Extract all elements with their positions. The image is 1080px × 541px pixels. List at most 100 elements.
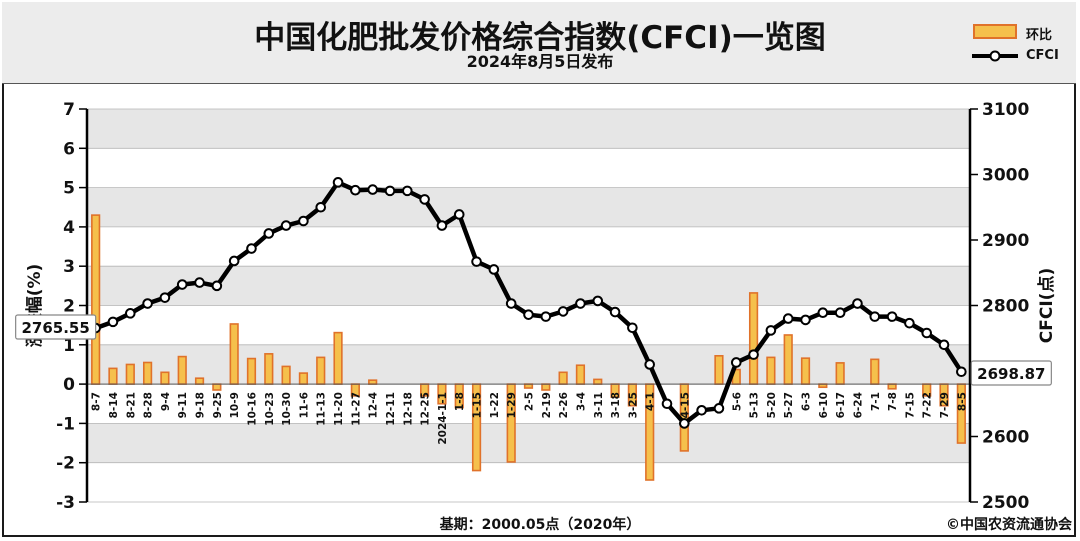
legend-line-swatch xyxy=(972,50,1018,62)
cfci-point-2024-1-1 xyxy=(436,220,448,231)
left-tick-label: 6 xyxy=(63,139,75,159)
legend-item-bar: 环比 xyxy=(968,22,1072,43)
bar-7-1 xyxy=(870,358,880,385)
right-axis-title: CFCI(点) xyxy=(1036,268,1057,343)
cfci-point-11-27 xyxy=(350,184,361,196)
x-tick-label-11-27: 11-27 xyxy=(350,392,362,426)
cfci-point-6-3 xyxy=(800,314,811,326)
x-tick-label-10-30: 10-30 xyxy=(281,392,293,426)
grid-band xyxy=(87,187,970,227)
cfci-point-1-29 xyxy=(505,298,517,309)
bar-5-13 xyxy=(748,292,759,385)
cfci-point-4-1 xyxy=(644,359,655,370)
cfci-point-9-25 xyxy=(211,280,223,292)
bar-8-21 xyxy=(125,363,135,385)
cfci-point-12-11 xyxy=(384,185,396,197)
base-period-note: 基期：2000.05点（2020年） xyxy=(439,517,641,533)
cfci-point-10-9 xyxy=(228,255,240,267)
left-tick-label: 7 xyxy=(63,100,75,120)
x-tick-label-6-17: 6-17 xyxy=(835,392,847,418)
x-tick-label-9-11: 9-11 xyxy=(177,392,189,418)
cfci-point-2-26 xyxy=(557,306,569,317)
x-tick-label-6-3: 6-3 xyxy=(801,392,813,411)
cfci-point-5-20 xyxy=(765,325,777,336)
bar-9-25 xyxy=(212,383,222,391)
x-tick-label-9-25: 9-25 xyxy=(212,392,224,418)
bar-2-26 xyxy=(558,371,568,385)
x-tick-label-8-21: 8-21 xyxy=(125,392,137,418)
bar-9-11 xyxy=(177,355,187,385)
right-tick-label: 2500 xyxy=(982,493,1029,513)
cfci-point-5-13 xyxy=(748,349,759,360)
bar-6-3 xyxy=(800,357,811,385)
cfci-point-3-11 xyxy=(592,295,604,307)
x-tick-label-7-22: 7-22 xyxy=(922,392,934,418)
header-band xyxy=(2,2,1076,84)
cfci-point-6-10 xyxy=(817,307,829,319)
legend-item-line: CFCI xyxy=(968,46,1072,66)
cfci-point-10-30 xyxy=(280,220,292,231)
cfci-point-3-18 xyxy=(609,306,621,318)
grid-band xyxy=(87,423,970,463)
x-tick-label-12-25: 12-25 xyxy=(420,392,432,426)
cfci-point-4-22 xyxy=(696,405,707,416)
cfci-point-3-25 xyxy=(627,322,638,334)
x-tick-label-12-11: 12-11 xyxy=(385,392,397,426)
cfci-point-3-4 xyxy=(575,298,586,309)
cfci-point-11-6 xyxy=(298,215,309,227)
x-tick-label-6-24: 6-24 xyxy=(852,392,864,418)
right-tick-label: 2600 xyxy=(982,428,1029,448)
cfci-point-7-1 xyxy=(869,311,881,322)
x-tick-label-7-15: 7-15 xyxy=(904,392,916,418)
x-tick-label-3-11: 3-11 xyxy=(593,392,605,418)
x-tick-label-2024-1-1: 2024-1-1 xyxy=(437,392,449,445)
x-tick-label-5-20: 5-20 xyxy=(766,392,778,418)
cfci-point-9-18 xyxy=(194,277,205,288)
bar-8-7 xyxy=(91,214,101,385)
left-tick-label: 5 xyxy=(63,179,75,199)
bar-7-8 xyxy=(887,383,897,390)
x-tick-label-7-29: 7-29 xyxy=(939,392,951,418)
x-tick-label-12-4: 12-4 xyxy=(368,392,380,418)
x-tick-label-1-15: 1-15 xyxy=(472,392,484,418)
left-tick-label: -2 xyxy=(56,454,75,474)
legend: 环比 CFCI xyxy=(968,20,1072,70)
bar-2-5 xyxy=(523,383,534,389)
cfci-point-4-8 xyxy=(661,398,673,410)
cfci-point-12-18 xyxy=(402,185,413,197)
cfci-point-10-23 xyxy=(263,228,275,239)
bar-5-20 xyxy=(766,356,776,385)
bar-8-28 xyxy=(142,361,153,385)
x-tick-label-1-22: 1-22 xyxy=(489,392,501,418)
x-tick-label-2-5: 2-5 xyxy=(524,392,536,411)
x-tick-label-7-1: 7-1 xyxy=(870,392,882,411)
left-tick-label: 0 xyxy=(63,375,75,395)
cfci-point-9-4 xyxy=(159,292,171,303)
x-tick-label-4-15: 4-15 xyxy=(679,392,691,418)
right-tick-label: 2900 xyxy=(982,231,1029,251)
legend-bar-label: 环比 xyxy=(1026,28,1053,43)
bar-4-29 xyxy=(714,355,724,385)
right-tick-label: 2800 xyxy=(982,297,1029,317)
bar-10-30 xyxy=(281,365,291,385)
left-tick-label: -1 xyxy=(56,414,75,434)
x-tick-label-11-6: 11-6 xyxy=(298,392,310,418)
bar-2-19 xyxy=(541,383,551,391)
x-tick-label-8-14: 8-14 xyxy=(108,392,120,418)
x-tick-label-3-18: 3-18 xyxy=(610,392,622,418)
cfci-point-7-22 xyxy=(921,327,933,339)
cfci-point-5-6 xyxy=(730,357,742,368)
start-value-callout: 2765.55 xyxy=(21,319,89,337)
bar-11-6 xyxy=(298,372,309,385)
x-tick-label-10-23: 10-23 xyxy=(264,392,276,426)
cfci-point-4-29 xyxy=(713,403,725,414)
x-tick-label-10-9: 10-9 xyxy=(229,392,241,418)
x-tick-label-12-18: 12-18 xyxy=(402,392,414,426)
x-tick-label-2-26: 2-26 xyxy=(558,392,570,418)
cfci-point-8-21 xyxy=(124,308,136,319)
x-tick-label-9-4: 9-4 xyxy=(160,392,172,411)
right-tick-label: 3000 xyxy=(982,166,1029,186)
bar-6-17 xyxy=(835,362,845,385)
bar-5-27 xyxy=(783,334,793,385)
left-tick-label: 3 xyxy=(63,257,75,277)
